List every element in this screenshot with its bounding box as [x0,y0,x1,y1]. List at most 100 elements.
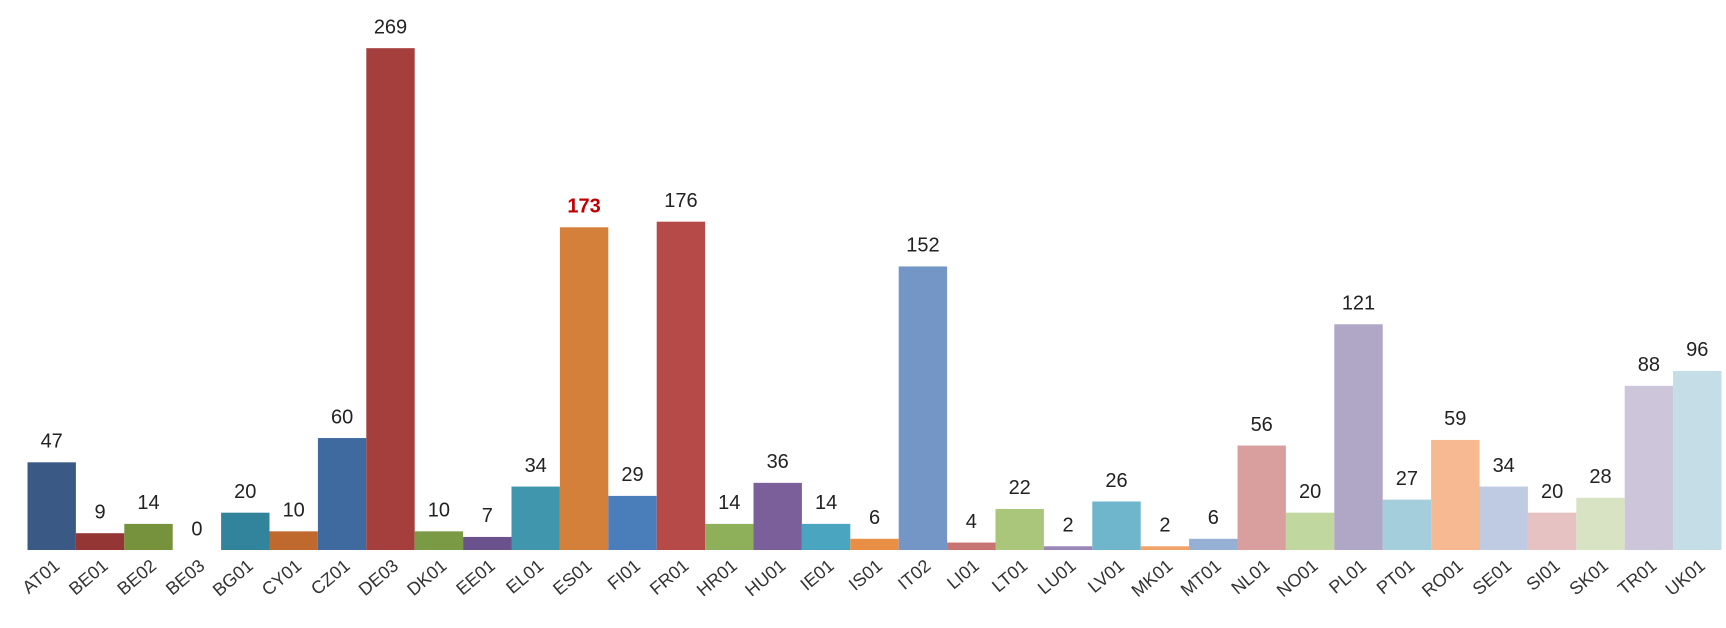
value-label: 0 [191,518,202,540]
bar [512,487,560,550]
value-label: 14 [815,492,837,514]
value-label: 59 [1444,408,1466,430]
x-tick-label: DK01 [403,555,450,599]
x-tick-label: TR01 [1614,555,1661,599]
x-tick-label: FI01 [604,555,644,593]
bar [802,524,850,550]
x-tick-label: NO01 [1273,555,1322,601]
value-label: 88 [1638,354,1660,376]
value-label: 34 [525,455,547,477]
value-label: 56 [1251,414,1273,436]
x-tick-label: SK01 [1566,555,1613,599]
bar [415,531,463,550]
value-label: 6 [1208,507,1219,529]
bar [947,543,995,550]
x-tick-label: FR01 [646,555,693,599]
bar [1092,501,1140,550]
x-tick-label: HR01 [693,555,741,600]
x-tick-label: LI01 [943,555,983,593]
x-tick-label: BG01 [209,555,257,600]
x-tick-label: ES01 [549,555,596,599]
bar [270,531,318,550]
value-label: 60 [331,406,353,428]
value-label: 20 [1541,481,1563,503]
bar [1238,446,1286,550]
value-label: 7 [482,505,493,527]
value-label: 20 [234,481,256,503]
value-label: 4 [966,511,977,533]
bar [221,513,269,550]
bar [463,537,511,550]
x-tick-label: MT01 [1177,555,1225,600]
x-tick-label: NL01 [1228,555,1274,598]
bar [1286,513,1334,550]
x-tick-label: IT02 [894,555,934,593]
bar [1528,513,1576,550]
x-tick-label: IS01 [845,555,886,594]
x-tick-label: RO01 [1418,555,1467,601]
x-tick-label: MK01 [1128,555,1177,601]
value-label: 14 [137,492,159,514]
bar [608,496,656,550]
value-label: 28 [1589,466,1611,488]
bar [1383,500,1431,550]
x-tick-label: BE03 [162,555,209,599]
value-label: 2 [1159,515,1170,537]
bar [705,524,753,550]
bar [1334,324,1382,550]
bar [318,438,366,550]
x-tick-label: CZ01 [307,555,354,599]
x-tick-label: SE01 [1469,555,1516,599]
value-label: 47 [41,431,63,453]
bar [1480,487,1528,550]
page: {"chart_data": {"type": "bar", "categori… [0,0,1726,628]
bar [1576,498,1624,550]
value-label: 36 [767,451,789,473]
value-label: 121 [1342,293,1375,315]
value-label: 20 [1299,481,1321,503]
bar [366,48,414,550]
value-label: 2 [1063,515,1074,537]
x-tick-label: IE01 [797,555,838,594]
chart: 47AT019BE0114BE020BE0320BG0110CY0160CZ01… [0,0,1726,628]
value-label: 6 [869,507,880,529]
bar [996,509,1044,550]
x-tick-label: BE01 [65,555,112,599]
value-label: 34 [1493,455,1515,477]
bar [560,227,608,550]
value-label: 152 [906,235,939,257]
value-label: 22 [1009,477,1031,499]
value-label: 10 [428,500,450,522]
bar [850,539,898,550]
bar [76,533,124,550]
value-label: 176 [664,190,697,212]
x-tick-label: LU01 [1034,555,1080,598]
value-label: 9 [95,501,106,523]
value-label: 26 [1105,470,1127,492]
bar [1625,386,1673,550]
x-tick-label: LT01 [988,555,1031,596]
bar [1431,440,1479,550]
x-tick-label: PT01 [1373,555,1419,598]
bar [657,222,705,550]
value-label: 10 [283,500,305,522]
bar [1673,371,1721,550]
x-tick-label: AT01 [19,555,64,597]
x-tick-label: EL01 [502,555,547,597]
bar [1189,539,1237,550]
x-tick-label: DE03 [355,555,402,599]
x-tick-label: HU01 [741,555,789,600]
bar [28,462,76,550]
x-tick-label: LV01 [1084,555,1128,596]
value-label: 173 [567,196,600,218]
value-label: 29 [621,464,643,486]
x-tick-label: SI01 [1523,555,1564,594]
x-tick-label: PL01 [1325,555,1370,597]
value-label: 27 [1396,468,1418,490]
x-tick-label: UK01 [1662,555,1709,599]
bar [899,266,947,550]
value-label: 14 [718,492,740,514]
value-label: 269 [374,16,407,38]
value-label: 96 [1686,339,1708,361]
bar [1044,546,1092,550]
